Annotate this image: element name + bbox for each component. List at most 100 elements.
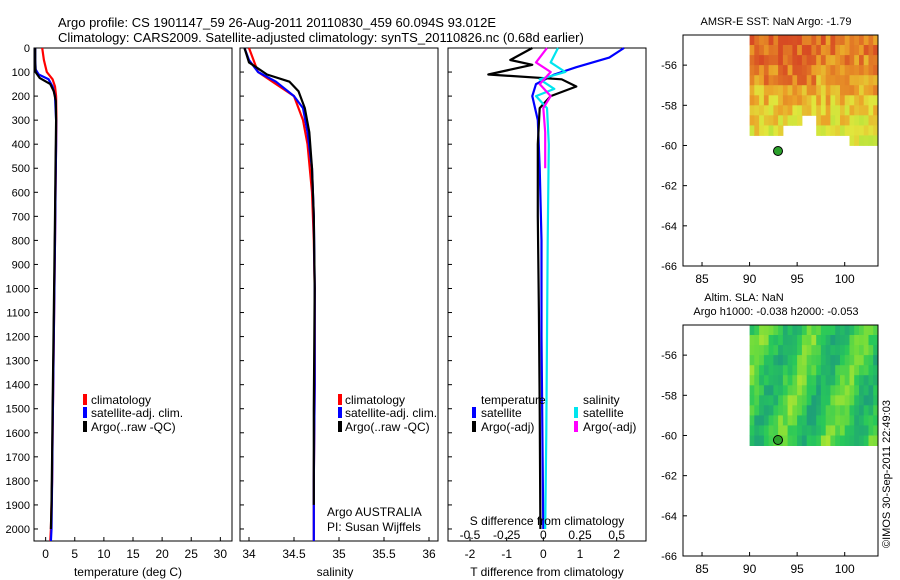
figure-title-line1: Argo profile: CS 1901147_59 26-Aug-2011 … (58, 15, 496, 30)
map-x-tick-label: 95 (790, 272, 804, 286)
sla-cell (759, 435, 765, 446)
sla-cell (787, 345, 793, 356)
sst-cell (768, 85, 774, 96)
sla-cell (787, 375, 793, 386)
sla-cell (787, 415, 793, 426)
sst-cell (792, 65, 798, 76)
sst-cell (849, 105, 855, 116)
sst-cell (830, 105, 836, 116)
sst-cell (849, 35, 855, 46)
s-difference-tick-labels: -0.5 -0.25 0 0.25 0.5 (460, 528, 626, 542)
depth-tick-label: 300 (12, 115, 30, 127)
sla-cell (830, 385, 836, 396)
sla-cell (849, 425, 855, 436)
sla-cell (859, 395, 865, 406)
sst-cell (759, 95, 765, 106)
sst-cell (840, 65, 846, 76)
sla-cell (863, 415, 869, 426)
sst-cell (854, 35, 860, 46)
sla-cell (754, 415, 760, 426)
depth-axis: 0 100 200 300 400 500 600 700 800 900 1000 1100 1200… (6, 43, 452, 536)
sst-cell (840, 35, 846, 46)
sst-cell (863, 85, 869, 96)
sla-cell (825, 385, 831, 396)
sst-cell (873, 105, 879, 116)
legend-swatch-climatology (338, 394, 342, 405)
s-difference-tick-label: -0.25 (493, 528, 521, 542)
sla-cell (754, 355, 760, 366)
sla-cell (820, 345, 827, 356)
sla-cell (844, 435, 850, 446)
sst-cell (820, 55, 827, 66)
sst-cell (868, 125, 874, 136)
sst-cell (763, 55, 770, 66)
sst-map-frame (682, 34, 879, 267)
legend-swatch-argo (83, 421, 87, 432)
x-tick-label: 35 (332, 547, 346, 561)
sla-cell (806, 345, 812, 356)
sla-cell (835, 435, 841, 446)
sst-cell (782, 75, 789, 86)
sla-cell (778, 365, 784, 376)
sst-cell (773, 85, 779, 96)
sla-cell (840, 365, 846, 376)
sla-cell (773, 375, 779, 386)
x-tick-label: 35.5 (372, 547, 396, 561)
sst-cell (816, 85, 822, 96)
sla-cell (778, 335, 784, 346)
sst-cell (806, 85, 812, 96)
sla-cell (863, 345, 869, 356)
sla-cell (835, 325, 841, 336)
x-tick-label: 34.5 (282, 547, 306, 561)
sla-cell (840, 335, 846, 346)
sst-cell (811, 55, 817, 66)
map-y-tick-label: -66 (661, 551, 677, 563)
sla-cell (749, 375, 755, 386)
sst-cell (849, 85, 855, 96)
diff-legend-temp-title: temperature (481, 393, 546, 407)
sla-cell (816, 335, 822, 346)
sst-cell (749, 125, 755, 136)
x-tick-label: 2 (613, 547, 620, 561)
sla-cell (816, 385, 822, 396)
sst-cell (787, 85, 793, 96)
sst-cell (773, 55, 779, 66)
x-tick-label: 1 (577, 547, 584, 561)
sla-cell (868, 365, 874, 376)
sla-cell (873, 435, 879, 446)
t-difference-xlabel: T difference from climatology (470, 565, 624, 579)
sla-cell (797, 355, 803, 366)
x-tick-label: 15 (126, 547, 140, 561)
sst-cell (778, 105, 784, 116)
sla-cell (849, 435, 855, 446)
sst-cell (825, 55, 831, 66)
sst-cell (816, 95, 822, 106)
sst-cell (854, 95, 860, 106)
sla-cell (844, 385, 850, 396)
sst-cell (825, 115, 831, 126)
sst-cell (873, 135, 879, 146)
sla-cell (782, 345, 789, 356)
sla-cell (787, 425, 793, 436)
sla-cell (825, 405, 831, 416)
sla-cell (778, 325, 784, 336)
sla-cell (768, 425, 774, 436)
sst-cell (840, 55, 846, 66)
sla-cell (806, 405, 812, 416)
sla-cell (811, 405, 817, 416)
sla-cell (840, 405, 846, 416)
map-y-tick-label: -56 (661, 60, 677, 72)
diff-legend-temp-satellite: satellite (481, 406, 522, 420)
sst-cell (849, 65, 855, 76)
sst-cell (768, 115, 774, 126)
sla-cell (768, 325, 774, 336)
sst-cell (844, 45, 850, 56)
sst-cell (773, 115, 779, 126)
sla-cell (816, 425, 822, 436)
sst-cell (863, 45, 869, 56)
difference-chart: -2 -1 0 1 2 (465, 47, 625, 561)
sst-cell (763, 45, 770, 56)
sla-cell (763, 345, 770, 356)
sst-cell (859, 65, 865, 76)
sla-cell (792, 425, 798, 436)
